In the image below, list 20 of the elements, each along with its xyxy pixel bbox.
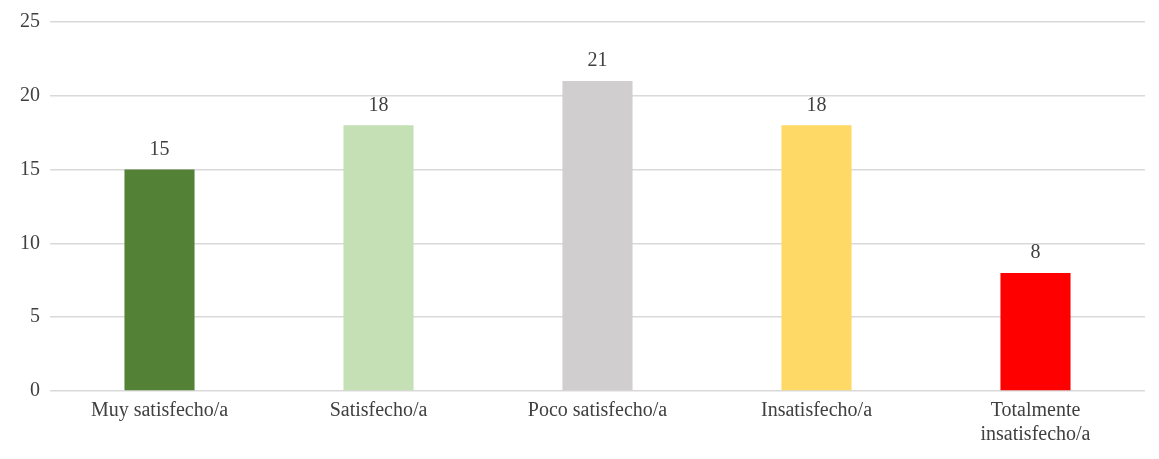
y-tick-label: 0: [30, 378, 40, 401]
bar: [124, 169, 195, 391]
data-label: 21: [587, 48, 608, 71]
bar: [343, 125, 414, 391]
bar: [1000, 272, 1071, 391]
x-tick-label: Muy satisfecho/a: [90, 398, 229, 422]
x-tick-label: Poco satisfecho/a: [527, 398, 668, 421]
data-label: 18: [806, 92, 827, 115]
data-label: 8: [1030, 240, 1041, 263]
bar: [781, 125, 852, 391]
data-label: 18: [368, 92, 389, 115]
y-tick-label: 25: [20, 9, 40, 32]
x-tick-label: Insatisfecho/a: [760, 398, 873, 421]
x-tick-label: Totalmente insatisfecho/a: [980, 398, 1091, 445]
x-tick-label: Satisfecho/a: [329, 398, 428, 421]
y-tick-label: 15: [20, 156, 40, 179]
y-tick-label: 20: [20, 83, 40, 106]
data-label: 15: [149, 136, 170, 159]
y-tick-label: 5: [30, 304, 40, 327]
y-tick-label: 10: [20, 230, 40, 253]
